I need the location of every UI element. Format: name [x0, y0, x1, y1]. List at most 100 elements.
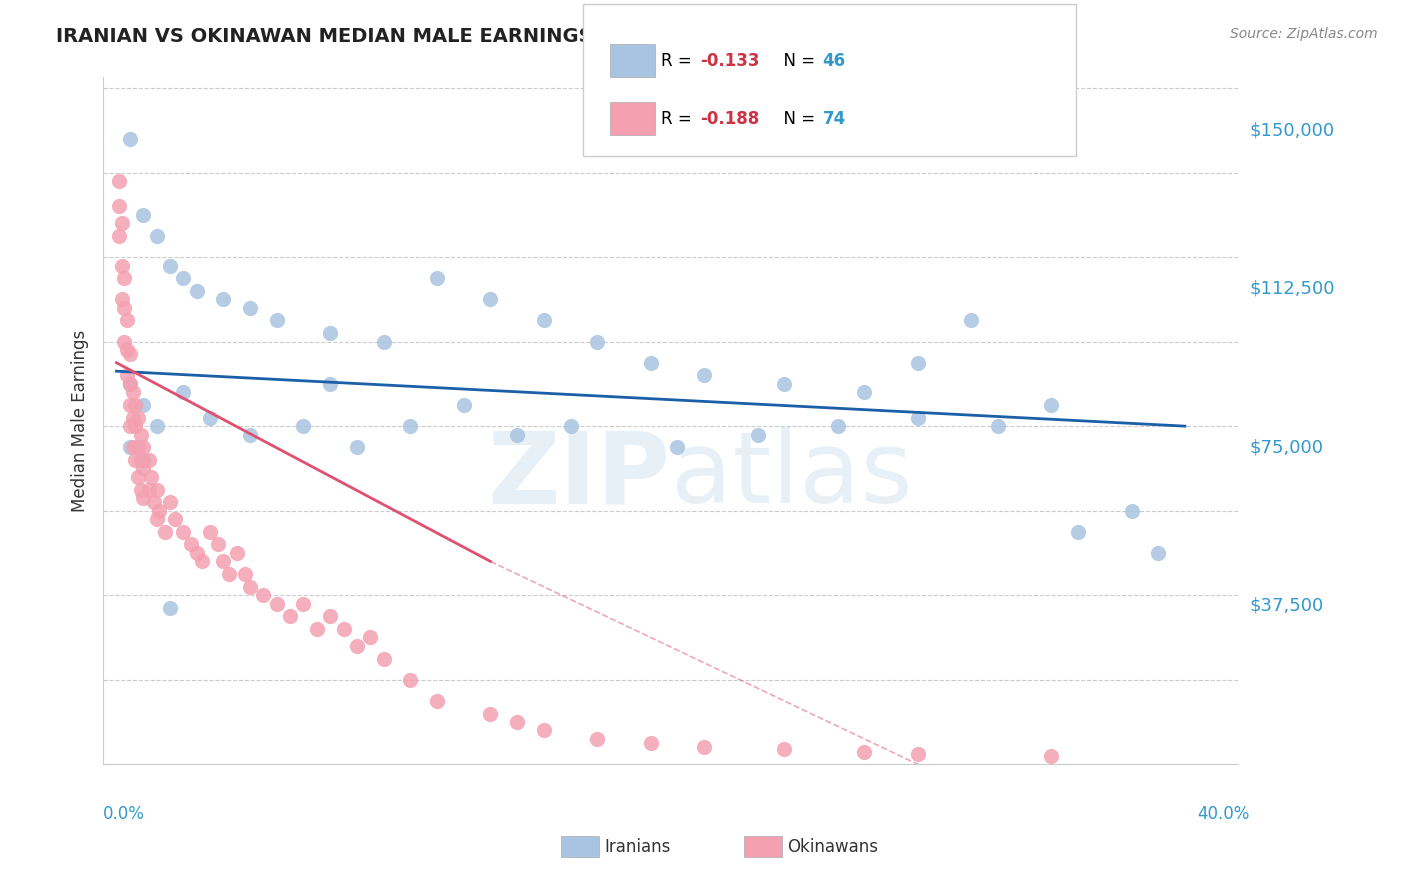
Point — [132, 398, 155, 412]
Point — [960, 313, 983, 327]
Point — [239, 301, 262, 315]
Point — [666, 440, 689, 454]
Point — [827, 419, 849, 434]
Point — [198, 410, 221, 425]
Point — [252, 588, 274, 602]
Text: R =: R = — [661, 52, 697, 70]
Point — [319, 376, 342, 391]
Point — [115, 313, 138, 327]
Text: ZIP: ZIP — [488, 427, 671, 524]
Point — [233, 567, 256, 582]
Text: Okinawans: Okinawans — [787, 838, 879, 855]
Y-axis label: Median Male Earnings: Median Male Earnings — [72, 330, 89, 512]
Point — [1040, 398, 1063, 412]
Point — [129, 427, 152, 442]
Point — [108, 174, 131, 188]
Point — [115, 343, 138, 357]
Point — [225, 546, 247, 560]
Point — [118, 398, 141, 412]
Point — [239, 580, 262, 594]
Point — [159, 600, 181, 615]
Point — [153, 524, 176, 539]
Point — [145, 512, 167, 526]
Text: $37,500: $37,500 — [1250, 597, 1324, 615]
Point — [506, 427, 529, 442]
Point — [121, 440, 143, 454]
Text: Iranians: Iranians — [605, 838, 671, 855]
Point — [159, 259, 181, 273]
Point — [1147, 546, 1170, 560]
Point — [132, 208, 155, 222]
Point — [118, 376, 141, 391]
Text: 0.0%: 0.0% — [103, 805, 145, 823]
Point — [346, 639, 368, 653]
Point — [640, 356, 662, 370]
Point — [138, 453, 160, 467]
Point — [124, 453, 146, 467]
Point — [108, 229, 131, 244]
Point — [907, 747, 929, 761]
Point — [138, 483, 160, 497]
Point — [853, 385, 876, 400]
Point — [127, 440, 149, 454]
Point — [118, 347, 141, 361]
Point — [1121, 504, 1143, 518]
Text: $75,000: $75,000 — [1250, 438, 1323, 457]
Point — [373, 651, 395, 665]
Point — [129, 453, 152, 467]
Text: 46: 46 — [823, 52, 845, 70]
Text: 40.0%: 40.0% — [1198, 805, 1250, 823]
Point — [399, 419, 422, 434]
Point — [118, 419, 141, 434]
Point — [114, 271, 136, 285]
Point — [373, 334, 395, 349]
Point — [278, 609, 301, 624]
Point — [346, 440, 368, 454]
Point — [239, 427, 262, 442]
Point — [319, 609, 342, 624]
Point — [111, 216, 134, 230]
Point — [172, 524, 194, 539]
Point — [506, 714, 529, 729]
Point — [115, 368, 138, 383]
Point — [118, 440, 141, 454]
Point — [124, 419, 146, 434]
Point — [218, 567, 240, 582]
Point — [121, 385, 143, 400]
Point — [266, 597, 288, 611]
Point — [212, 293, 235, 307]
Point — [426, 694, 449, 708]
Point — [172, 271, 194, 285]
Point — [533, 723, 555, 738]
Point — [172, 385, 194, 400]
Point — [399, 673, 422, 687]
Point — [1067, 524, 1090, 539]
Point — [165, 512, 187, 526]
Point — [145, 229, 167, 244]
Point — [145, 483, 167, 497]
Point — [533, 313, 555, 327]
Text: N =: N = — [773, 52, 821, 70]
Point — [332, 622, 354, 636]
Point — [292, 597, 315, 611]
Text: 74: 74 — [823, 110, 846, 128]
Point — [693, 368, 716, 383]
Point — [111, 259, 134, 273]
Point — [773, 376, 796, 391]
Text: -0.133: -0.133 — [700, 52, 759, 70]
Point — [145, 419, 167, 434]
Point — [453, 398, 475, 412]
Point — [479, 706, 502, 721]
Point — [305, 622, 328, 636]
Point — [907, 410, 929, 425]
Point — [127, 470, 149, 484]
Point — [191, 554, 214, 568]
Point — [640, 736, 662, 750]
Text: -0.188: -0.188 — [700, 110, 759, 128]
Point — [118, 376, 141, 391]
Point — [773, 742, 796, 756]
Point — [132, 461, 155, 475]
Text: N =: N = — [773, 110, 821, 128]
Point — [129, 483, 152, 497]
Point — [142, 495, 165, 509]
